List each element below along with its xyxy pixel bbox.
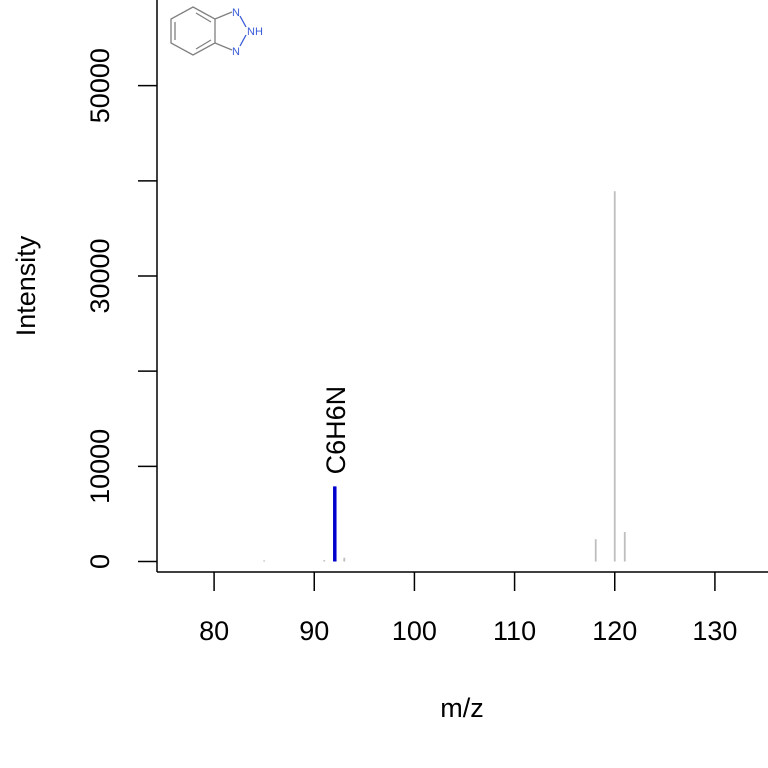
x-axis-ticks: 80 90 100 110 120 130 [199, 572, 737, 646]
y-tick-label: 50000 [85, 48, 115, 123]
triazole-bond-3 [239, 15, 247, 28]
molecule-structure-icon [170, 6, 247, 56]
x-tick-label: 130 [692, 616, 737, 646]
atom-label-n3: N [232, 46, 240, 58]
x-tick-label: 100 [392, 616, 437, 646]
x-tick-label: 90 [299, 616, 329, 646]
peak-bars [263, 191, 626, 562]
x-tick-label: 80 [199, 616, 229, 646]
triazole-bond-4 [239, 34, 247, 47]
y-tick-label: 0 [85, 554, 115, 569]
x-tick-label: 120 [592, 616, 637, 646]
x-tick-label: 110 [493, 616, 536, 646]
y-tick-label: 30000 [85, 238, 115, 313]
triazole-bond-1 [214, 11, 233, 20]
y-axis-ticks: 0 10000 30000 50000 [85, 48, 157, 569]
y-tick-label: 10000 [85, 429, 115, 504]
atom-label-n1: N [232, 7, 240, 19]
atom-label-nh: NH [247, 26, 263, 38]
benzene-ring [170, 6, 216, 56]
triazole-bond-2 [214, 42, 233, 51]
x-axis-title: m/z [440, 693, 484, 723]
aromatic-bond-3 [195, 39, 212, 50]
aromatic-bond-1 [195, 12, 212, 23]
peak-label: C6H6N [321, 386, 351, 475]
y-axis-title: Intensity [11, 235, 41, 336]
peak-annotations: C6H6N [321, 386, 351, 475]
